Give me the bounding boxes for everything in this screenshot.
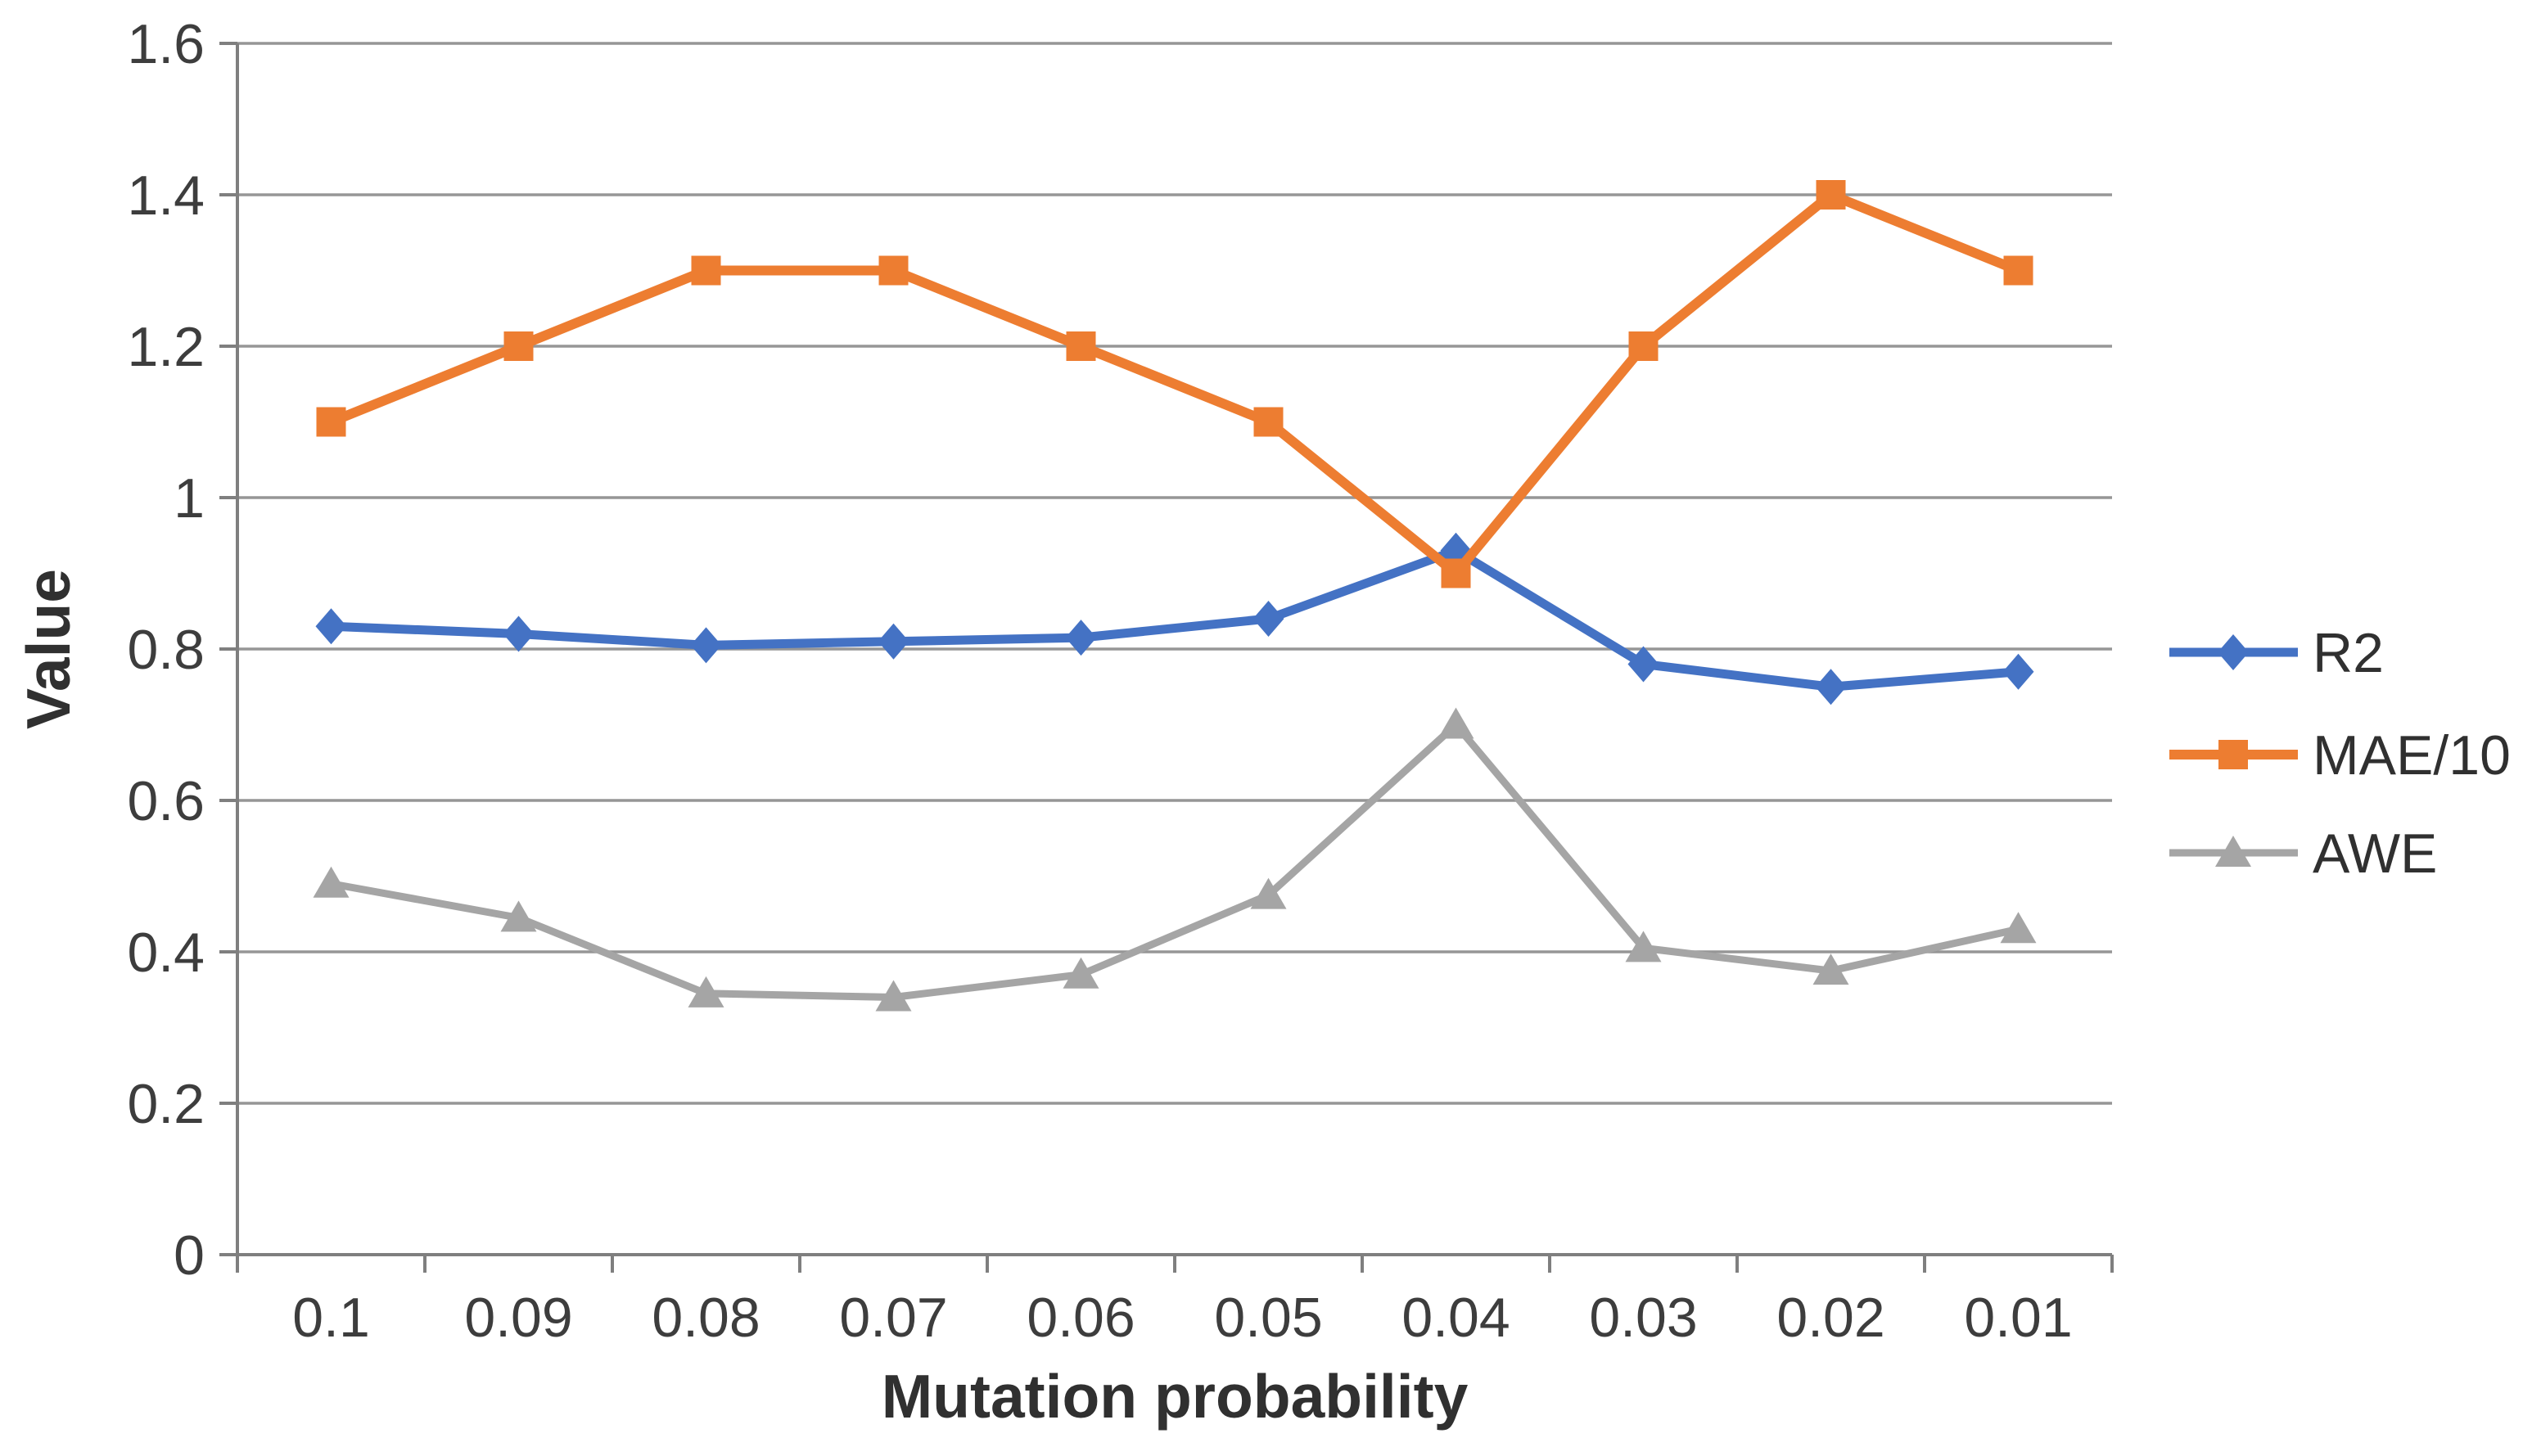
y-tick-label: 0.4 — [127, 922, 205, 984]
y-tick-label: 0.6 — [127, 770, 205, 832]
series-layer — [313, 180, 2037, 1012]
x-axis-title: Mutation probability — [882, 1362, 1469, 1431]
tick-labels-layer: 0 0.2 0.4 0.6 0.8 1 1.2 1.4 1.6 0.1 0.09 0.08 0.07 0.… — [127, 13, 2072, 1349]
triangle-marker-awe — [1812, 953, 1849, 985]
square-marker-mae-10 — [1066, 331, 1096, 361]
square-marker-mae-10 — [878, 255, 909, 286]
square-marker-mae-10 — [503, 331, 534, 361]
legend-label: MAE/10 — [2313, 724, 2511, 787]
x-tick-label: 0.07 — [839, 1287, 947, 1349]
square-marker-mae-10 — [691, 255, 721, 286]
triangle-marker-awe — [313, 866, 350, 898]
legend: R2 MAE/10 AWE — [2169, 622, 2511, 885]
legend-label: AWE — [2313, 823, 2437, 885]
diamond-marker-r2 — [1815, 669, 1847, 705]
y-tick-label: 1.4 — [127, 165, 205, 227]
axes-layer — [219, 42, 2114, 1273]
triangle-marker-awe — [688, 976, 724, 1007]
diamond-marker-r2 — [1627, 646, 1659, 683]
y-tick-label: 1.2 — [127, 316, 205, 378]
diamond-marker-r2 — [503, 615, 535, 652]
legend-diamond-icon — [2218, 634, 2249, 670]
legend-label: R2 — [2313, 622, 2384, 684]
y-tick-label: 1.6 — [127, 13, 205, 75]
y-axis-title: Value — [14, 569, 83, 729]
y-tick-label: 0 — [174, 1224, 205, 1287]
square-marker-mae-10 — [316, 407, 346, 437]
diamond-marker-r2 — [2002, 653, 2034, 690]
triangle-marker-awe — [1438, 707, 1474, 739]
legend-square-icon — [2218, 740, 2248, 769]
x-tick-label: 0.05 — [1214, 1287, 1322, 1349]
x-tick-label: 0.01 — [1964, 1287, 2072, 1349]
x-tick-label: 0.08 — [652, 1287, 760, 1349]
y-tick-label: 0.2 — [127, 1073, 205, 1135]
x-tick-label: 0.03 — [1589, 1287, 1697, 1349]
x-tick-label: 0.06 — [1027, 1287, 1135, 1349]
triangle-marker-awe — [500, 900, 537, 932]
triangle-marker-awe — [2000, 912, 2037, 944]
y-tick-label: 0.8 — [127, 619, 205, 681]
square-marker-mae-10 — [1816, 180, 1846, 210]
legend-item-mae-10: MAE/10 — [2169, 724, 2511, 787]
x-tick-label: 0.02 — [1776, 1287, 1884, 1349]
triangle-marker-awe — [875, 980, 912, 1012]
square-marker-mae-10 — [2003, 255, 2033, 286]
legend-item-awe: AWE — [2169, 823, 2437, 885]
y-tick-label: 1 — [174, 467, 205, 530]
diamond-marker-r2 — [690, 627, 722, 664]
series-line-awe — [327, 721, 2022, 1001]
triangle-marker-awe — [1063, 957, 1099, 989]
x-tick-label: 0.1 — [292, 1287, 370, 1349]
diamond-marker-r2 — [878, 623, 909, 660]
x-tick-label: 0.04 — [1401, 1287, 1510, 1349]
triangle-marker-awe — [1625, 931, 1662, 962]
gridlines-layer — [237, 42, 2112, 1105]
legend-item-r2: R2 — [2169, 622, 2384, 684]
series-line-r2 — [327, 546, 2023, 692]
diamond-marker-r2 — [1252, 601, 1284, 637]
diamond-marker-r2 — [1065, 620, 1097, 656]
triangle-marker-awe — [1250, 877, 1287, 909]
square-marker-mae-10 — [1628, 331, 1659, 361]
x-tick-label: 0.09 — [464, 1287, 572, 1349]
series-line-mae-10 — [326, 190, 2024, 579]
diamond-marker-r2 — [315, 608, 347, 645]
legend-triangle-icon — [2215, 836, 2251, 867]
square-marker-mae-10 — [1441, 558, 1471, 588]
square-marker-mae-10 — [1253, 407, 1284, 437]
